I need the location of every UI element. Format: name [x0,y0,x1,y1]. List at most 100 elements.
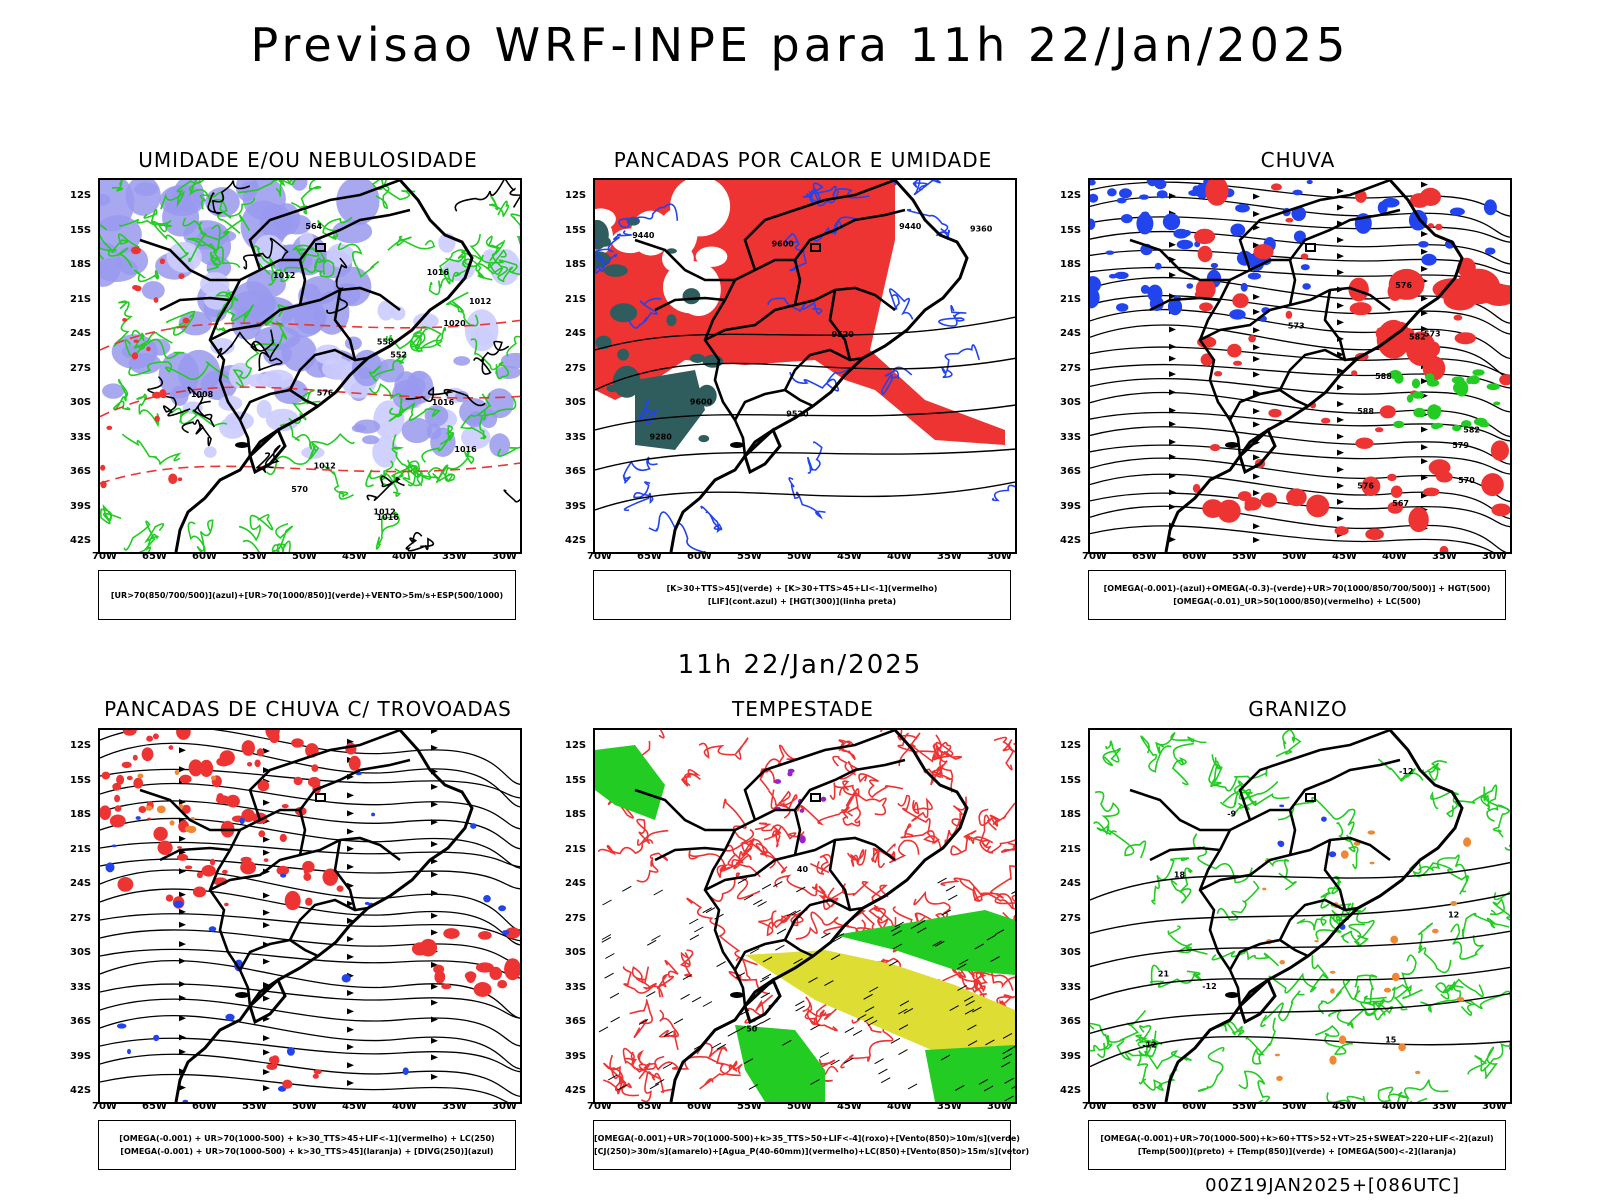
panel-legend: [UR>70(850/700/500)](azul)+[UR>70(1000/8… [98,570,516,620]
lon-tick-label: 30W [492,1101,517,1112]
lat-tick-label: 15S [565,224,587,236]
lon-tick-label: 45W [342,551,367,562]
lat-tick-label: 39S [565,500,587,512]
lat-tick-label: 36S [70,466,92,477]
lon-tick-label: 35W [937,551,962,562]
lon-tick-label: 35W [1432,1101,1457,1112]
lon-tick-label: 70W [587,551,612,562]
lat-tick-label: 15S [1060,774,1082,786]
lat-tick-label: 42S [1060,535,1082,546]
map-panel: 1016 1016 1016 1020 1012 1012 1012 1008 576 570 56… [98,178,522,554]
contour-label: 582 [1409,333,1426,342]
lon-tick-label: 45W [1332,1101,1357,1112]
contour-label: 576 [1357,482,1374,491]
contour-label: 573 [1288,322,1305,331]
panel-legend: [OMEGA(-0.001) + UR>70(1000-500) + k>30_… [98,1120,516,1170]
lat-tick-label: 21S [565,293,587,305]
contour-label: 9600 [690,397,713,406]
panel-title: TEMPESTADE [732,697,874,721]
lat-tick-label: 39S [70,1050,92,1062]
lat-tick-label: 36S [1060,1016,1082,1027]
lon-tick-label: 30W [987,1101,1012,1112]
lon-tick-label: 60W [687,1101,712,1112]
lon-tick-label: 70W [92,551,117,562]
lat-tick-label: 18S [70,259,92,270]
panel-title: CHUVA [1260,148,1336,172]
panel-title: GRANIZO [1248,697,1348,721]
lat-tick-label: 39S [1060,1050,1082,1062]
lon-tick-label: 40W [1382,1101,1407,1112]
forecast-run-label: 00Z19JAN2025+[086UTC] [1205,1175,1460,1196]
lon-tick-label: 40W [887,1101,912,1112]
lon-tick-label: 50W [1282,551,1307,562]
lon-tick-label: 65W [637,1101,662,1112]
panel-legend: [OMEGA(-0.001)-(azul)+OMEGA(-0.3)-(verde… [1088,570,1506,620]
legend-line: [OMEGA(-0.001) + UR>70(1000-500) + k>30_… [120,1147,494,1156]
lon-tick-label: 70W [1082,551,1107,562]
contour-label: 18 [1174,870,1186,879]
contour-label: -9 [1227,809,1236,818]
lon-tick-label: 35W [1432,551,1457,562]
map-canvas: 50 40 [595,730,1015,1102]
contour-label: 582 [1463,425,1480,434]
lat-tick-label: 24S [70,878,92,889]
lat-tick-label: 18S [1060,809,1082,820]
lat-tick-label: 24S [1060,328,1082,339]
lon-tick-label: 60W [192,1101,217,1112]
contour-label: 576 [1395,281,1412,290]
lat-tick-label: 39S [565,1050,587,1062]
lon-tick-label: 70W [1082,1101,1107,1112]
lat-tick-label: 24S [565,328,587,339]
lat-tick-label: 36S [565,466,587,477]
contour-label: 12 [1448,910,1459,919]
contour-label: 570 [1458,476,1475,485]
contour-label: 9280 [650,432,673,441]
lon-tick-label: 40W [392,551,417,562]
contour-label: 15 [1385,1036,1397,1045]
lon-tick-label: 50W [292,1101,317,1112]
lat-tick-label: 15S [565,774,587,786]
contour-label: 1008 [191,390,214,399]
contour-label: 570 [291,485,308,494]
contour-label: 40 [797,865,809,874]
contour-label: -12 [1399,767,1413,776]
subtitle-time: 11h 22/Jan/2025 [677,650,923,680]
panel-legend: [OMEGA(-0.001)+UR>70(1000-500)+k>35_TTS>… [593,1120,1030,1170]
lon-tick-label: 50W [292,551,317,562]
contour-label: 1016 [432,398,455,407]
map-panel: 588 582 582 579 576 576 573 573 570 567 588 [1088,178,1512,554]
panel-legend: [K>30+TTS>45](verde) + [K>30+TTS>45+LI<-… [593,570,1011,620]
lat-tick-label: 15S [70,774,92,786]
lat-tick-label: 27S [70,912,92,924]
lat-tick-label: 30S [70,947,92,958]
contour-label: 588 [1375,372,1392,381]
contour-label: 1012 [314,462,336,471]
contour-label: 573 [1424,329,1441,338]
lat-tick-label: 36S [70,1016,92,1027]
lon-tick-label: 55W [242,551,267,562]
lat-tick-label: 36S [565,1016,587,1027]
lat-tick-label: 33S [70,431,92,443]
contour-label: 1016 [454,445,477,454]
lat-tick-label: 12S [565,740,587,751]
lon-tick-label: 45W [1332,551,1357,562]
lon-tick-label: 65W [1132,1101,1157,1112]
lon-tick-label: 35W [937,1101,962,1112]
lon-tick-label: 35W [442,1101,467,1112]
legend-line: [K>30+TTS>45](verde) + [K>30+TTS>45+LI<-… [666,584,938,593]
contour-label: 9440 [632,231,655,240]
lat-tick-label: 42S [70,535,92,546]
contour-label: 1012 [373,507,395,516]
lat-tick-label: 30S [565,397,587,408]
contour-label: 9360 [970,225,993,234]
lat-tick-label: 30S [1060,397,1082,408]
legend-line: [OMEGA(-0.01)_UR>50(1000/850)(vermelho) … [1173,597,1421,606]
lon-tick-label: 45W [837,551,862,562]
lat-tick-label: 21S [70,843,92,855]
contour-label: 9440 [899,222,922,231]
contour-label: 588 [1357,407,1374,416]
lat-tick-label: 15S [70,224,92,236]
map-panel [98,728,522,1104]
legend-line: [CJ(250)>30m/s](amarelo)+[Agua_P(40-60mm… [594,1147,1030,1156]
contour-label: 576 [317,388,334,397]
